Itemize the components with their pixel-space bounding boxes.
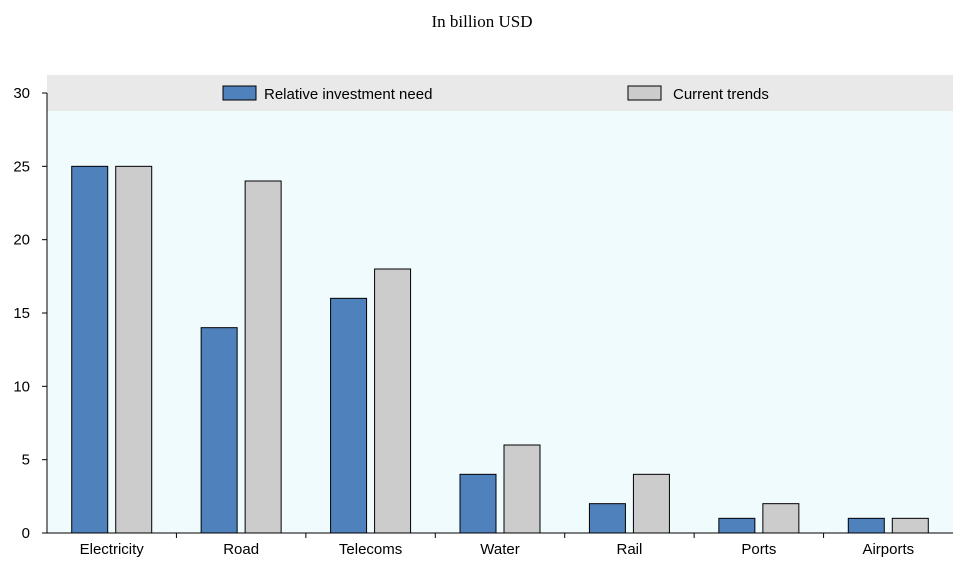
bars xyxy=(71,165,929,534)
chart-subtitle: In billion USD xyxy=(431,12,533,31)
x-tick-label: Airports xyxy=(862,541,914,558)
y-tick-label: 25 xyxy=(13,158,30,175)
bar-relative-investment-need-telecoms xyxy=(330,297,368,534)
legend-band xyxy=(47,75,953,111)
legend-swatch xyxy=(627,85,662,101)
bar-relative-investment-need-airports xyxy=(847,517,885,534)
x-tick-label: Water xyxy=(480,541,519,558)
bar-relative-investment-need-ports xyxy=(718,517,756,534)
bar-relative-investment-need-electricity xyxy=(71,165,109,534)
x-tick-label: Road xyxy=(223,541,259,558)
y-tick-label: 30 xyxy=(13,85,30,102)
bar-current-trends-electricity xyxy=(115,165,153,534)
y-axis: 0 5 10 15 20 25 30 xyxy=(13,85,47,542)
bar-current-trends-road xyxy=(244,180,282,534)
y-tick-label: 20 xyxy=(13,232,30,249)
plot-background xyxy=(47,93,953,533)
x-tick-label: Electricity xyxy=(80,541,145,558)
y-tick-label: 10 xyxy=(13,378,30,395)
y-tick-label: 15 xyxy=(13,305,30,322)
bar-relative-investment-need-water xyxy=(459,473,497,534)
bar-current-trends-airports xyxy=(891,517,929,534)
legend-label: Current trends xyxy=(673,86,769,103)
y-tick-label: 5 xyxy=(22,452,30,469)
bar-current-trends-telecoms xyxy=(374,268,412,534)
bar-current-trends-rail xyxy=(632,473,670,534)
bar-relative-investment-need-road xyxy=(200,327,238,534)
x-tick-label: Telecoms xyxy=(339,541,402,558)
x-axis: Electricity Road Telecoms Water Rail Ports Air… xyxy=(80,533,914,558)
x-tick-label: Rail xyxy=(617,541,643,558)
legend-swatch xyxy=(222,85,257,101)
x-tick-label: Ports xyxy=(741,541,776,558)
bar-relative-investment-need-rail xyxy=(588,503,626,534)
legend: Relative investment need Current trends xyxy=(222,85,769,103)
y-tick-label: 0 xyxy=(22,525,30,542)
bar-current-trends-water xyxy=(503,444,541,534)
legend-label: Relative investment need xyxy=(264,86,432,103)
bar-current-trends-ports xyxy=(762,503,800,534)
